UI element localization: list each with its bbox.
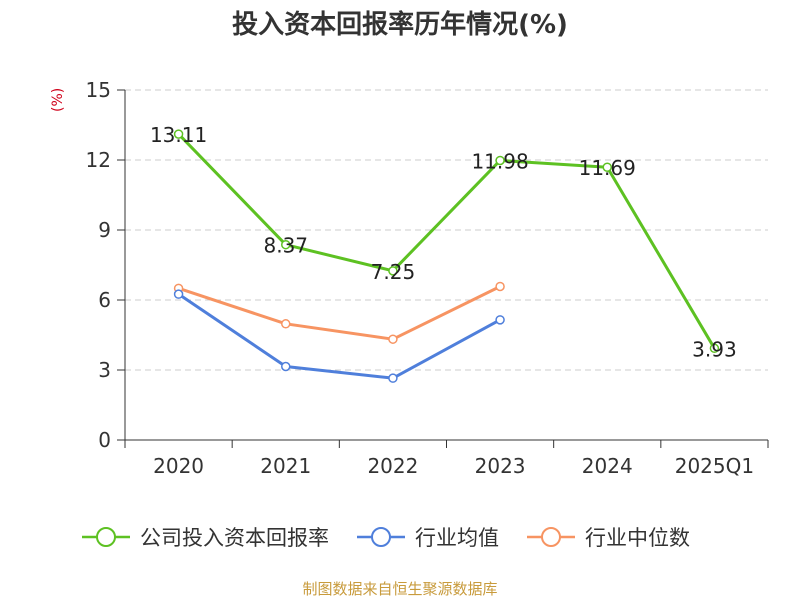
- y-tick-label: 9: [98, 218, 111, 242]
- data-point: [495, 155, 505, 166]
- series-line: [178, 285, 501, 341]
- legend-item: 行业中位数: [527, 526, 690, 550]
- legend-label: 行业均值: [415, 526, 499, 550]
- y-tick-label: 6: [98, 288, 111, 312]
- data-point: [388, 266, 398, 276]
- y-tick-label: 3: [98, 358, 111, 382]
- legend-marker: [541, 527, 561, 547]
- x-tick-label: 2020: [153, 454, 204, 478]
- x-tick-label: 2022: [367, 454, 418, 478]
- data-point: [281, 319, 291, 329]
- chart-title: 投入资本回报率历年情况(%): [232, 10, 568, 40]
- series-lines: [177, 133, 716, 380]
- legend-marker: [371, 527, 391, 547]
- y-axis-unit-label: (%): [50, 87, 66, 112]
- legend-label: 公司投入资本回报率: [140, 526, 329, 550]
- series-line: [177, 133, 716, 350]
- x-tick-label: 2025Q1: [675, 454, 754, 478]
- data-point: [281, 361, 291, 372]
- data-point: [173, 129, 184, 139]
- legend-label: 行业中位数: [585, 526, 690, 550]
- data-point: [495, 315, 505, 325]
- data-point: [709, 343, 720, 354]
- x-tick-label: 2021: [260, 454, 311, 478]
- series-points: [173, 129, 720, 383]
- data-point: [173, 283, 184, 294]
- axes: 0 3 6 9 12 15 2020 2021 2022 2023 2024 2025Q1: [86, 78, 769, 478]
- data-label: 7.25: [371, 260, 416, 284]
- legend-item: 行业均值: [357, 526, 499, 550]
- x-tick-label: 2023: [475, 454, 526, 478]
- grid-lines: [125, 89, 768, 371]
- data-point: [173, 289, 184, 299]
- data-point: [281, 239, 291, 250]
- legend-item: 公司投入资本回报率: [82, 526, 329, 550]
- data-label: 11.69: [579, 156, 636, 180]
- data-label: 8.37: [263, 234, 308, 258]
- legend-marker: [96, 527, 116, 547]
- source-note: 制图数据来自恒生聚源数据库: [302, 580, 498, 598]
- data-point: [495, 281, 505, 292]
- y-tick-label: 15: [86, 78, 111, 102]
- legend: 公司投入资本回报率 行业均值 行业中位数: [82, 526, 690, 550]
- data-point: [388, 373, 398, 383]
- x-tick-label: 2024: [582, 454, 633, 478]
- data-label: 13.11: [150, 123, 207, 147]
- data-labels: 13.11 8.37 7.25 11.98 11.69 3.93: [150, 123, 737, 361]
- data-label: 3.93: [692, 337, 737, 361]
- y-tick-label: 12: [86, 148, 111, 172]
- series-line: [177, 292, 501, 380]
- y-tick-label: 0: [98, 428, 111, 452]
- data-point: [602, 162, 612, 172]
- data-label: 11.98: [471, 149, 528, 173]
- data-point: [388, 334, 398, 344]
